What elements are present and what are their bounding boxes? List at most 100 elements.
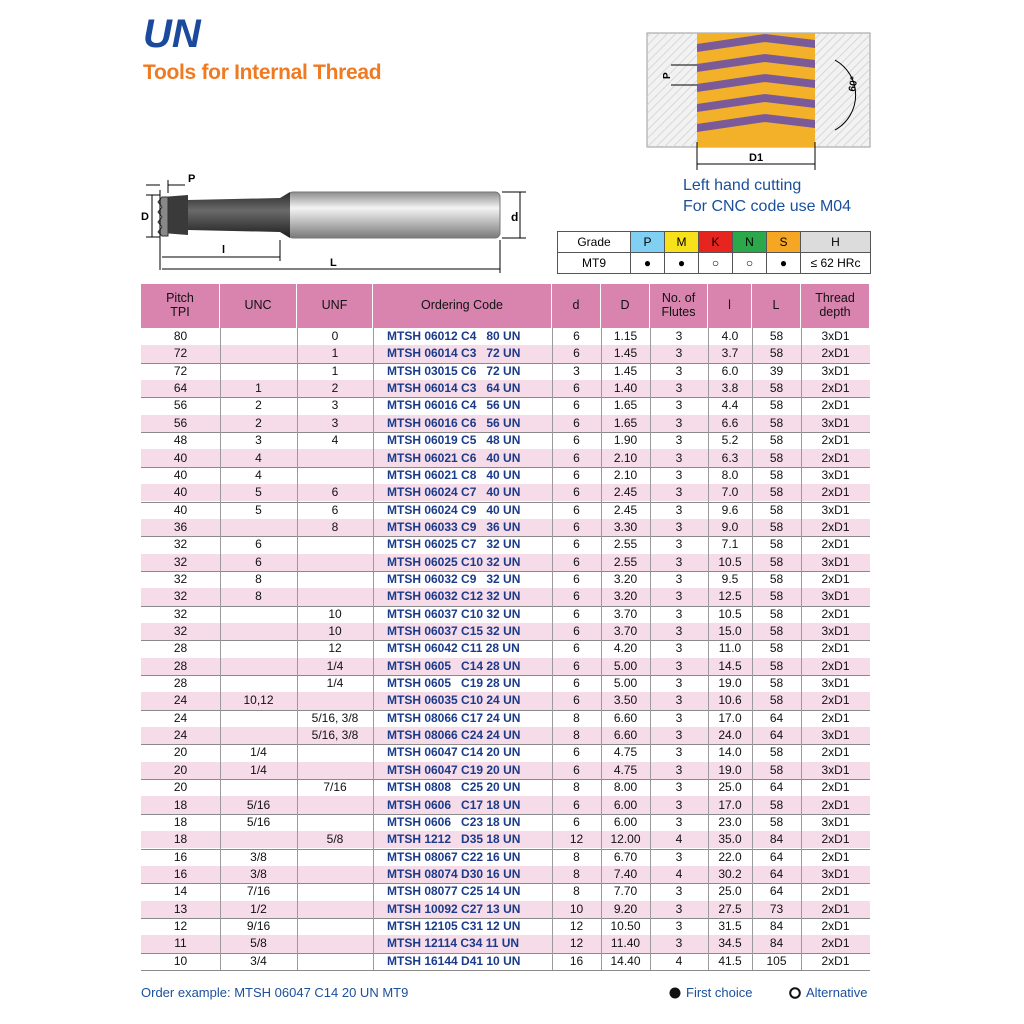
- row-stripe: [141, 796, 870, 814]
- table-cell: 3.70: [613, 624, 638, 639]
- column-header: Pitch TPI: [141, 284, 220, 328]
- ordering-code: MTSH 08074 D30 16 UN: [387, 866, 521, 881]
- table-cell: 3: [675, 797, 683, 812]
- table-cell: 2xD1: [821, 884, 850, 899]
- table-cell: 4.20: [613, 641, 638, 656]
- table-cell: 2xD1: [821, 658, 850, 673]
- table-cell: 6: [331, 485, 339, 500]
- table-cell: 2xD1: [821, 485, 850, 500]
- table-cell: 12: [569, 918, 584, 933]
- dim-label: L: [330, 257, 337, 269]
- table-cell: 58: [769, 537, 784, 552]
- table-cell: 3.30: [613, 519, 638, 534]
- table-cell: 8: [331, 519, 339, 534]
- table-cell: 3: [675, 901, 683, 916]
- column-divider: [220, 328, 221, 970]
- ordering-code: MTSH 06024 C9 40 UN: [387, 502, 521, 517]
- table-cell: 10: [328, 606, 342, 621]
- table-cell: 3: [675, 918, 683, 933]
- table-cell: 13: [173, 901, 188, 916]
- table-cell: 12: [569, 936, 584, 951]
- table-cell: 58: [769, 693, 784, 708]
- table-cell: 3: [675, 693, 683, 708]
- table-cell: 3xD1: [821, 814, 850, 829]
- table-cell: 8: [573, 710, 580, 725]
- row-divider: [141, 536, 870, 538]
- table-cell: 1.65: [613, 398, 638, 413]
- note: Left hand cutting: [683, 177, 802, 194]
- ordering-code: MTSH 08066 C17 24 UN: [387, 710, 521, 725]
- table-cell: 6: [573, 381, 580, 396]
- table-cell: 58: [769, 589, 784, 604]
- table-cell: 4: [675, 832, 683, 847]
- column-header: L: [752, 284, 801, 328]
- table-cell: 3.70: [613, 606, 638, 621]
- table-cell: 5/16: [246, 797, 271, 812]
- ordering-code: MTSH 08077 C25 14 UN: [387, 884, 521, 899]
- table-cell: 6: [573, 797, 580, 812]
- column-divider: [297, 328, 298, 970]
- table-cell: 3: [675, 415, 683, 430]
- ordering-code: MTSH 06019 C5 48 UN: [387, 433, 521, 448]
- table-cell: 17.0: [718, 710, 742, 725]
- table-cell: 2xD1: [821, 398, 850, 413]
- table-cell: 20: [173, 745, 188, 760]
- table-cell: 8.00: [613, 780, 638, 795]
- table-cell: 6: [573, 537, 580, 552]
- ordering-code: MTSH 06047 C14 20 UN: [387, 745, 521, 760]
- table-cell: 4: [331, 433, 339, 448]
- row-divider: [141, 883, 870, 885]
- table-cell: 6: [573, 641, 580, 656]
- table-cell: 5.00: [613, 676, 638, 691]
- table-cell: 73: [769, 901, 784, 916]
- row-divider: [141, 397, 870, 399]
- table-cell: 6: [573, 467, 580, 482]
- row-divider: [141, 917, 870, 919]
- table-cell: 1/4: [326, 676, 344, 691]
- table-cell: 2: [255, 398, 262, 413]
- table-cell: 25.0: [718, 780, 742, 795]
- table-cell: 9.6: [721, 502, 739, 517]
- table-cell: 19.0: [718, 676, 742, 691]
- column-header: D: [601, 284, 650, 328]
- table-cell: 2.55: [613, 537, 638, 552]
- table-cell: 3xD1: [821, 866, 850, 881]
- grade-cell: MT9: [557, 252, 631, 274]
- table-cell: 3xD1: [821, 676, 850, 691]
- row-stripe: [141, 553, 870, 571]
- row-stripe: [141, 345, 870, 363]
- table-cell: 2.45: [613, 485, 638, 500]
- table-cell: 27.5: [718, 901, 742, 916]
- ordering-code: MTSH 06012 C4 80 UN: [387, 329, 521, 344]
- table-cell: 58: [769, 624, 784, 639]
- table-cell: 2xD1: [821, 832, 850, 847]
- table-cell: 3.7: [721, 346, 739, 361]
- table-cell: 8: [573, 728, 580, 743]
- table-cell: 72: [173, 346, 188, 361]
- table-cell: 58: [769, 676, 784, 691]
- column-header: l: [708, 284, 752, 328]
- table-cell: 58: [769, 606, 784, 621]
- ordering-code: MTSH 06025 C7 32 UN: [387, 537, 521, 552]
- table-cell: 80: [173, 329, 188, 344]
- table-cell: 3: [675, 589, 683, 604]
- column-header: UNF: [297, 284, 373, 328]
- table-cell: 20: [173, 762, 188, 777]
- table-cell: 8: [255, 589, 262, 604]
- table-cell: 3: [573, 363, 580, 378]
- table-cell: 58: [769, 745, 784, 760]
- table-cell: 58: [769, 398, 784, 413]
- ordering-code: MTSH 08066 C24 24 UN: [387, 728, 521, 743]
- row-divider: [141, 570, 870, 572]
- ordering-code: MTSH 06037 C15 32 UN: [387, 624, 521, 639]
- table-cell: 6: [573, 485, 580, 500]
- table-cell: 1/4: [250, 745, 267, 760]
- table-cell: 3xD1: [821, 728, 850, 743]
- ordering-code: MTSH 06021 C6 40 UN: [387, 450, 521, 465]
- table-cell: 12: [328, 641, 342, 656]
- table-cell: 58: [769, 554, 784, 569]
- ordering-code: MTSH 0606 C23 18 UN: [387, 814, 521, 829]
- table-cell: 64: [769, 849, 784, 864]
- table-cell: 58: [769, 485, 784, 500]
- table-cell: 5/8: [250, 936, 267, 951]
